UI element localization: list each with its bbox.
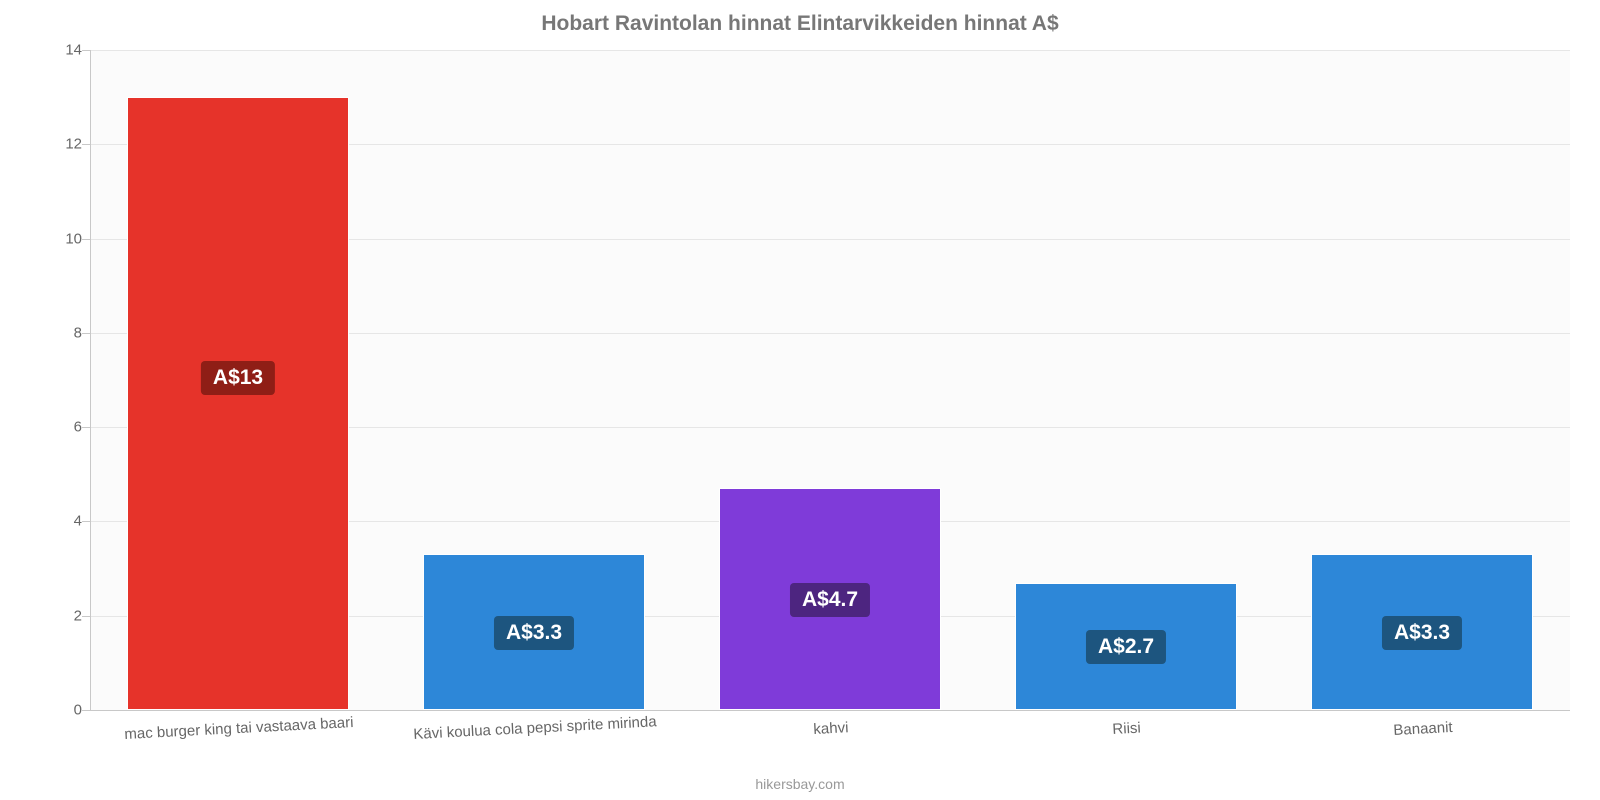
y-tick (82, 239, 90, 240)
y-tick-label: 10 (22, 230, 82, 247)
y-tick-label: 12 (22, 136, 82, 153)
y-tick (82, 333, 90, 334)
y-tick-label: 0 (22, 702, 82, 719)
chart-title: Hobart Ravintolan hinnat Elintarvikkeide… (0, 12, 1600, 36)
plot-area: A$13 A$3.3 A$4.7 A$2.7 A$3.3 (90, 50, 1570, 710)
y-tick (82, 50, 90, 51)
value-badge: A$13 (201, 361, 275, 395)
value-badge: A$4.7 (790, 583, 870, 617)
x-category-label: Kävi koulua cola pepsi sprite mirinda (413, 714, 657, 744)
value-badge: A$3.3 (494, 616, 574, 650)
y-axis-line (90, 50, 91, 710)
y-tick (82, 521, 90, 522)
x-category-label: kahvi (813, 719, 849, 738)
y-tick-label: 4 (22, 513, 82, 530)
value-badge: A$2.7 (1086, 630, 1166, 664)
y-tick-label: 6 (22, 419, 82, 436)
x-category-label: Banaanit (1393, 718, 1453, 738)
y-tick (82, 144, 90, 145)
x-category-label: Riisi (1112, 719, 1141, 737)
grid-line (90, 50, 1570, 51)
y-tick (82, 427, 90, 428)
x-axis-line (90, 710, 1570, 711)
y-tick-label: 8 (22, 324, 82, 341)
bar (127, 97, 349, 710)
x-category-label: mac burger king tai vastaava baari (124, 714, 354, 743)
y-tick-label: 14 (22, 42, 82, 59)
attribution-text: hikersbay.com (0, 776, 1600, 792)
y-tick-label: 2 (22, 607, 82, 624)
y-tick (82, 710, 90, 711)
value-badge: A$3.3 (1382, 616, 1462, 650)
y-tick (82, 616, 90, 617)
